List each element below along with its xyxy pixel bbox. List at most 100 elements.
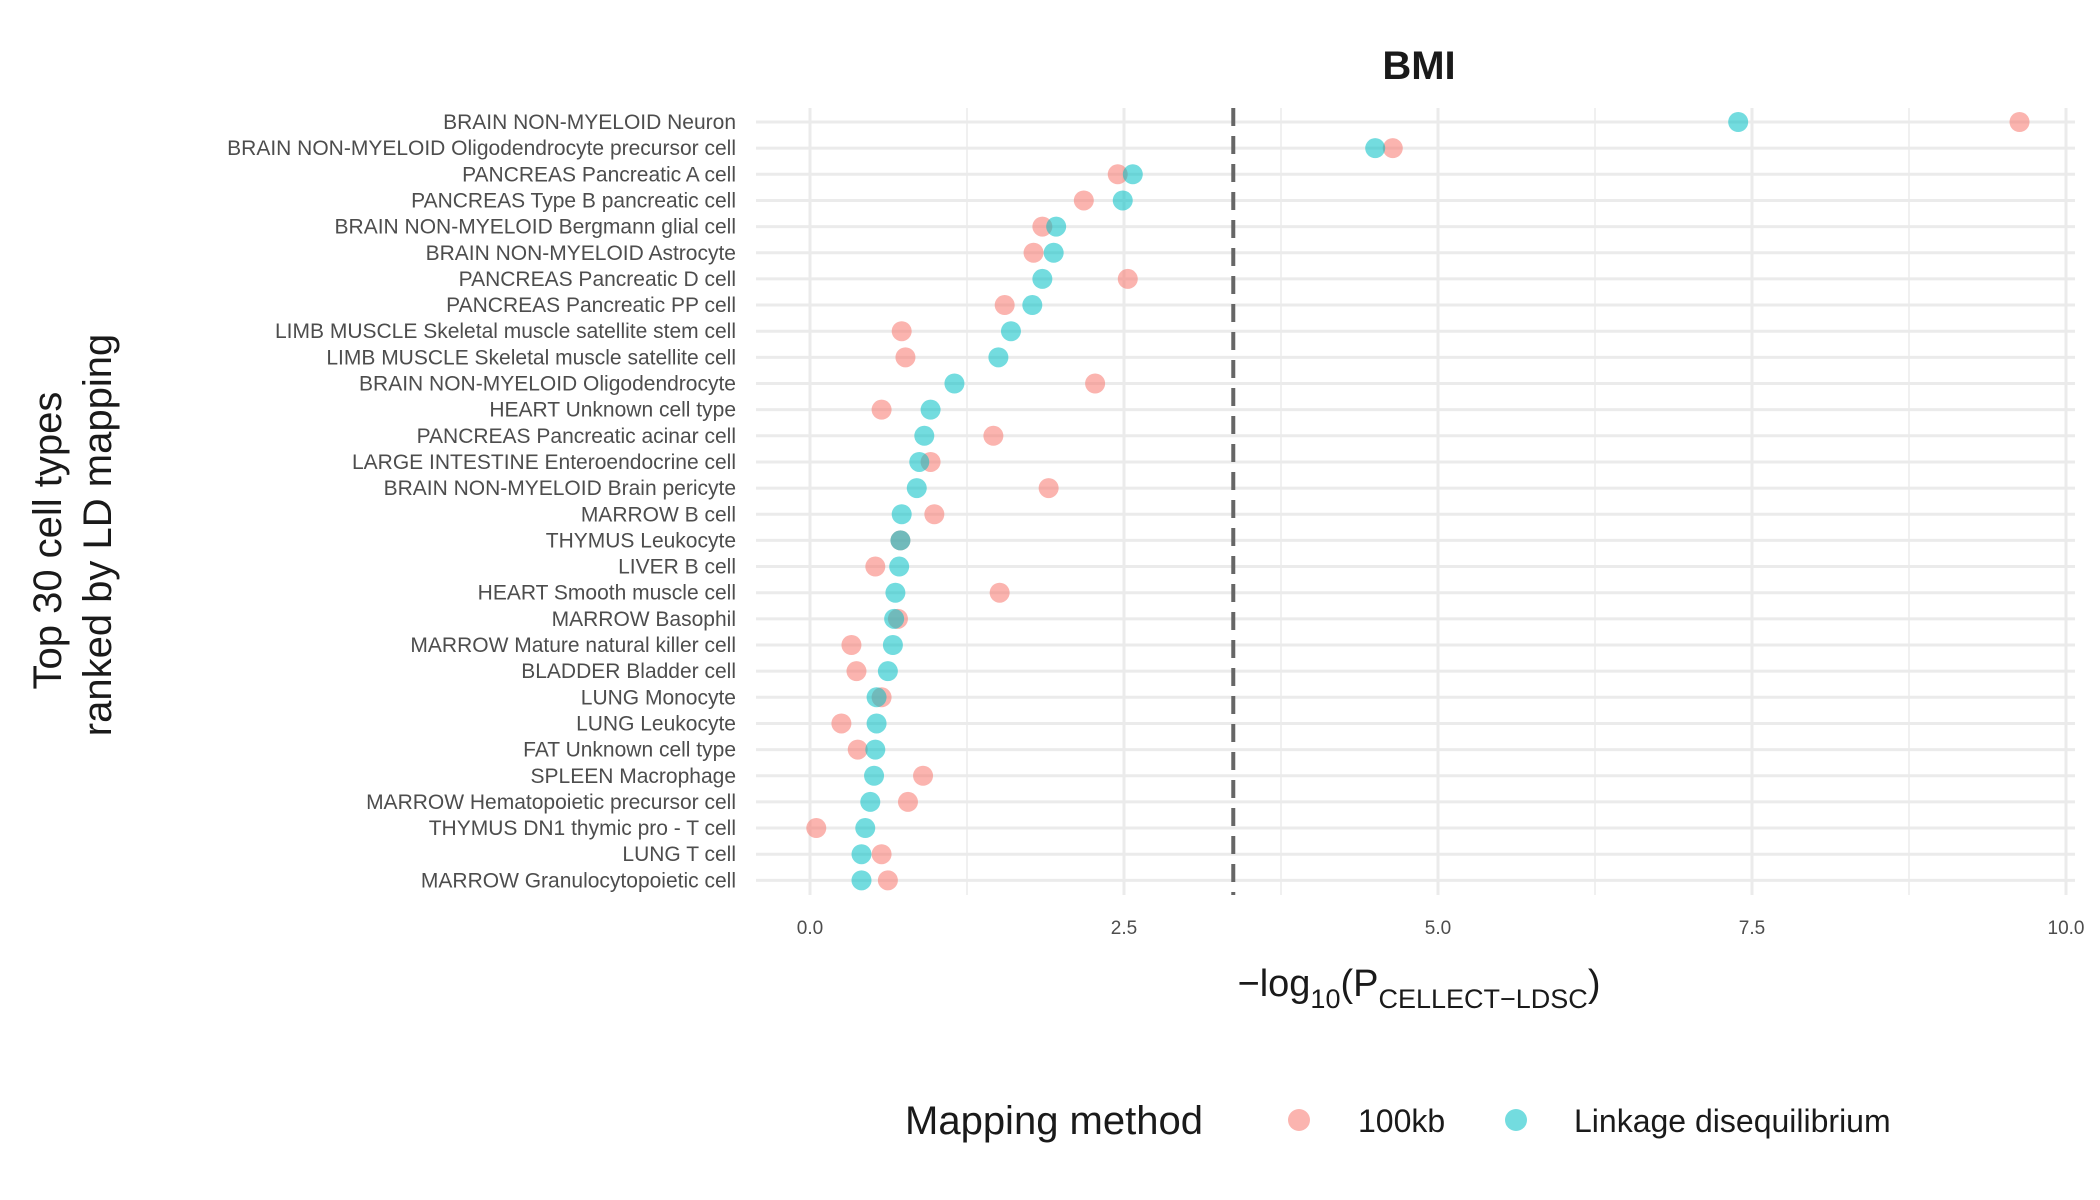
- legend-title: Mapping method: [905, 1099, 1203, 1143]
- point-linkage-disequilibrium: [988, 347, 1009, 368]
- y-axis-title-line2: ranked by LD mapping: [76, 334, 120, 736]
- category-label: LUNG T cell: [622, 843, 736, 866]
- category-label: SPLEEN Macrophage: [531, 765, 736, 788]
- category-label: BRAIN NON-MYELOID Oligodendrocyte precur…: [227, 137, 736, 160]
- point-100kb: [983, 425, 1004, 446]
- point-linkage-disequilibrium: [1043, 242, 1064, 263]
- category-label: FAT Unknown cell type: [523, 739, 736, 762]
- point-100kb: [897, 791, 918, 812]
- point-100kb: [841, 635, 862, 655]
- data-points: [806, 112, 2030, 891]
- x-axis-title-sub1: 10: [1310, 984, 1340, 1014]
- point-100kb: [1382, 138, 1403, 159]
- point-linkage-disequilibrium: [855, 818, 876, 839]
- x-axis-title-sub2: CELLECT−LDSC: [1378, 984, 1587, 1014]
- point-linkage-disequilibrium: [1046, 216, 1067, 237]
- point-linkage-disequilibrium: [889, 556, 910, 577]
- point-linkage-disequilibrium: [890, 530, 911, 551]
- legend-key-100kb: [1288, 1109, 1310, 1131]
- point-linkage-disequilibrium: [865, 739, 886, 760]
- point-linkage-disequilibrium: [851, 870, 872, 891]
- category-label: LARGE INTESTINE Enteroendocrine cell: [352, 451, 736, 474]
- point-100kb: [847, 739, 868, 760]
- point-100kb: [831, 713, 852, 734]
- point-100kb: [1107, 164, 1128, 185]
- category-label: BRAIN NON-MYELOID Brain pericyte: [384, 477, 736, 500]
- point-100kb: [895, 347, 916, 368]
- point-linkage-disequilibrium: [882, 635, 903, 655]
- point-100kb: [891, 321, 912, 342]
- point-100kb: [2009, 112, 2030, 132]
- point-100kb: [871, 844, 892, 865]
- point-linkage-disequilibrium: [909, 451, 930, 472]
- category-label: HEART Unknown cell type: [489, 399, 736, 422]
- point-100kb: [1023, 242, 1044, 263]
- category-label: THYMUS Leukocyte: [546, 529, 736, 552]
- category-label: BLADDER Bladder cell: [521, 660, 736, 683]
- x-axis-title-suffix: ): [1588, 963, 1601, 1005]
- point-linkage-disequilibrium: [851, 844, 872, 865]
- x-tick-label: 0.0: [797, 918, 823, 939]
- point-linkage-disequilibrium: [1022, 295, 1043, 316]
- point-100kb: [994, 295, 1015, 316]
- category-label: MARROW Basophil: [552, 608, 736, 631]
- x-axis-title: −log10(PCELLECT−LDSC): [1238, 963, 1601, 1014]
- point-linkage-disequilibrium: [860, 791, 881, 812]
- category-label: BRAIN NON-MYELOID Astrocyte: [426, 242, 736, 265]
- category-label: MARROW Granulocytopoietic cell: [421, 869, 736, 892]
- legend: Mapping method 100kb Linkage disequilibr…: [905, 1099, 1891, 1143]
- x-tick-label: 7.5: [1739, 918, 1765, 939]
- legend-label-100kb: 100kb: [1358, 1103, 1445, 1139]
- point-100kb: [989, 582, 1010, 603]
- category-label: BRAIN NON-MYELOID Neuron: [443, 111, 736, 134]
- point-100kb: [806, 818, 827, 839]
- point-linkage-disequilibrium: [1032, 268, 1053, 289]
- category-label: BRAIN NON-MYELOID Oligodendrocyte: [359, 373, 736, 396]
- x-axis-title-mid: (P: [1340, 963, 1378, 1005]
- category-label: MARROW Hematopoietic precursor cell: [366, 791, 736, 814]
- point-linkage-disequilibrium: [1000, 321, 1021, 342]
- point-linkage-disequilibrium: [914, 425, 935, 446]
- chart-title: BMI: [1382, 44, 1455, 88]
- category-label: THYMUS DN1 thymic pro - T cell: [429, 817, 736, 840]
- category-label: BRAIN NON-MYELOID Bergmann glial cell: [335, 216, 736, 239]
- category-label: PANCREAS Pancreatic A cell: [462, 163, 736, 186]
- point-linkage-disequilibrium: [1112, 190, 1133, 211]
- point-linkage-disequilibrium: [866, 713, 887, 734]
- x-tick-label: 2.5: [1111, 918, 1137, 939]
- category-label: MARROW B cell: [581, 503, 736, 526]
- series-100kb: [806, 112, 2030, 891]
- point-linkage-disequilibrium: [891, 504, 912, 525]
- point-100kb: [877, 870, 898, 891]
- point-100kb: [865, 556, 886, 577]
- category-labels: BRAIN NON-MYELOID Neuron BRAIN NON-MYELOI…: [227, 111, 736, 892]
- point-linkage-disequilibrium: [1728, 112, 1749, 132]
- category-label: PANCREAS Pancreatic PP cell: [446, 294, 736, 317]
- series-linkage-disequilibrium: [851, 112, 1749, 891]
- x-axis-title-prefix: −log: [1238, 963, 1311, 1005]
- category-label: PANCREAS Type B pancreatic cell: [411, 189, 736, 212]
- point-linkage-disequilibrium: [864, 765, 885, 786]
- point-linkage-disequilibrium: [1122, 164, 1143, 185]
- point-100kb: [1038, 478, 1059, 499]
- category-label: LUNG Leukocyte: [576, 712, 736, 735]
- grid: [756, 108, 2075, 895]
- point-100kb: [846, 661, 867, 682]
- category-label: HEART Smooth muscle cell: [478, 582, 736, 605]
- point-linkage-disequilibrium: [944, 373, 965, 394]
- point-100kb: [913, 765, 934, 786]
- category-label: MARROW Mature natural killer cell: [410, 634, 736, 657]
- point-100kb: [1117, 268, 1138, 289]
- category-label: PANCREAS Pancreatic acinar cell: [417, 425, 736, 448]
- legend-key-linkage-disequilibrium: [1505, 1109, 1527, 1131]
- y-axis-title-line1: Top 30 cell types: [26, 392, 70, 690]
- legend-label-linkage-disequilibrium: Linkage disequilibrium: [1574, 1103, 1891, 1139]
- x-tick-label: 5.0: [1425, 918, 1451, 939]
- point-linkage-disequilibrium: [866, 687, 887, 708]
- category-label: LIMB MUSCLE Skeletal muscle satellite ce…: [326, 346, 736, 369]
- x-tick-label: 10.0: [2048, 918, 2085, 939]
- category-label: LIVER B cell: [618, 556, 736, 579]
- point-100kb: [1032, 216, 1053, 237]
- category-label: PANCREAS Pancreatic D cell: [459, 268, 736, 291]
